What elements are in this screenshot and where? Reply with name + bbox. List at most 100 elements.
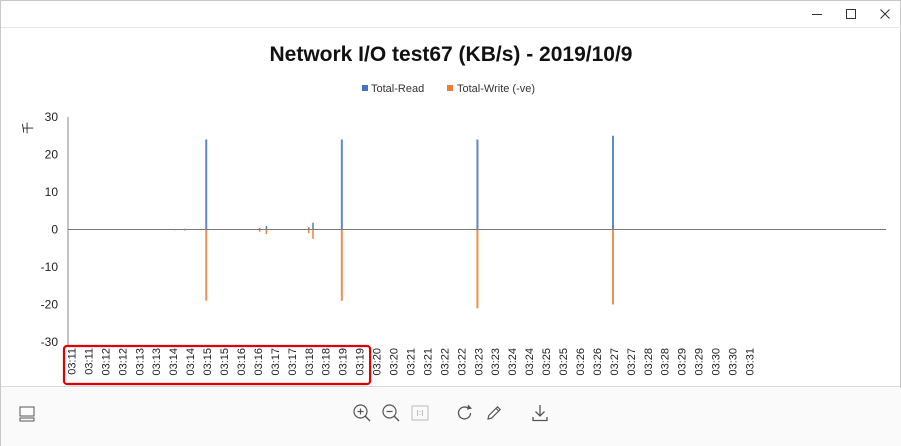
- y-tick-label: -20: [41, 298, 59, 312]
- write-spike: [174, 229, 176, 231]
- download-button[interactable]: [528, 401, 552, 425]
- y-tick-label: 0: [51, 223, 58, 237]
- x-tick-label: 03:31: [744, 348, 756, 376]
- x-tick-label: 03:11: [66, 348, 78, 375]
- zoom-in-button[interactable]: [350, 401, 374, 425]
- x-tick-label: 03:22: [456, 348, 468, 376]
- x-tick-label: 03:16: [253, 348, 265, 376]
- x-tick-label: 03:28: [643, 348, 655, 376]
- read-spike: [184, 228, 186, 230]
- x-tick-label: 03:23: [473, 348, 485, 376]
- minimize-icon: [812, 14, 822, 15]
- x-tick-label: 03:17: [287, 348, 299, 376]
- legend-label-read: Total-Read: [371, 83, 424, 95]
- chart-title: Network I/O test67 (KB/s) - 2019/10/9: [270, 43, 633, 66]
- zoom-out-icon: [382, 404, 400, 422]
- y-tick-label: 10: [45, 185, 59, 199]
- edit-icon: [487, 405, 502, 420]
- y-tick-label: 20: [45, 148, 59, 162]
- x-tick-label: 03:20: [372, 348, 384, 376]
- read-spike: [265, 226, 268, 230]
- x-tick-label: 03:18: [304, 348, 316, 376]
- actual-size-button: [408, 401, 432, 425]
- x-tick-label: 03:15: [202, 348, 214, 376]
- write-spike: [205, 229, 208, 301]
- x-tick-label: 03:23: [490, 348, 502, 376]
- x-tick-label: 03:27: [609, 348, 621, 376]
- x-tick-label: 03:24: [524, 348, 536, 376]
- highlight-box: [62, 344, 372, 386]
- read-spike: [312, 222, 314, 230]
- legend-swatch-write: [447, 85, 453, 91]
- y-tick-label: -10: [41, 260, 59, 274]
- maximize-button[interactable]: [834, 1, 868, 27]
- x-tick-label: 03:24: [507, 348, 519, 376]
- actual-size-icon: [411, 405, 429, 421]
- read-spike: [340, 139, 343, 230]
- x-tick-label: 03:13: [151, 348, 163, 376]
- layout-icon: [19, 406, 35, 422]
- legend-label-write: Total-Write (-ve): [457, 83, 535, 95]
- write-spike: [307, 229, 310, 234]
- x-tick-label: 03:18: [321, 348, 333, 376]
- legend: Total-Read Total-Write (-ve): [362, 83, 535, 95]
- read-spike: [612, 135, 615, 230]
- x-tick-label: 03:25: [541, 348, 553, 376]
- x-tick-label: 03:28: [660, 348, 672, 376]
- x-tick-label: 03:11: [83, 348, 95, 375]
- write-spike: [312, 229, 314, 239]
- x-tick-label: 03:30: [711, 348, 723, 376]
- close-button[interactable]: [868, 1, 901, 27]
- read-spike: [307, 227, 310, 230]
- rotate-icon: [457, 404, 472, 420]
- x-tick-label: 03:19: [355, 348, 367, 376]
- x-tick-label: 03:19: [338, 348, 350, 376]
- title-bar: [1, 1, 901, 27]
- y-tick-label: 30: [45, 110, 59, 124]
- x-tick-label: 03:21: [405, 348, 417, 376]
- rotate-button[interactable]: [453, 401, 477, 425]
- x-tick-label: 03:16: [236, 348, 248, 376]
- layout-button[interactable]: [15, 402, 39, 426]
- x-tick-label: 03:12: [100, 348, 112, 376]
- read-spike: [476, 139, 479, 230]
- x-tick-label: 03:14: [185, 348, 197, 376]
- read-spike: [258, 228, 261, 230]
- write-spike: [612, 229, 615, 305]
- chart-container: Network I/O test67 (KB/s) - 2019/10/9 To…: [1, 27, 901, 387]
- read-spike: [205, 139, 208, 230]
- y-unit-label: 千: [21, 122, 35, 134]
- x-tick-label: 03:25: [558, 348, 570, 376]
- y-tick-label: -30: [41, 335, 59, 349]
- x-tick-label: 03:26: [592, 348, 604, 376]
- close-icon: [880, 9, 890, 19]
- x-tick-label: 03:22: [439, 348, 451, 376]
- x-tick-label: 03:27: [626, 348, 638, 376]
- x-tick-label: 03:20: [389, 348, 401, 376]
- zoom-in-icon: [353, 404, 371, 422]
- minimize-button[interactable]: [800, 1, 834, 27]
- x-tick-label: 03:29: [677, 348, 689, 376]
- edit-button[interactable]: [482, 401, 506, 425]
- legend-swatch-read: [362, 85, 368, 91]
- write-spike: [476, 229, 479, 309]
- x-tick-label: 03:12: [117, 348, 129, 376]
- x-tick-label: 03:13: [134, 348, 146, 376]
- x-tick-label: 03:17: [270, 348, 282, 376]
- x-tick-label: 03:26: [575, 348, 587, 376]
- write-spike: [258, 229, 261, 232]
- x-tick-label: 03:14: [168, 348, 180, 376]
- write-spike: [340, 229, 343, 301]
- x-tick-label: 03:29: [694, 348, 706, 376]
- network-io-chart: Network I/O test67 (KB/s) - 2019/10/9 To…: [21, 43, 886, 386]
- download-icon: [532, 405, 548, 422]
- zoom-out-button[interactable]: [379, 401, 403, 425]
- x-tick-label: 03:15: [219, 348, 231, 376]
- bottom-toolbar: [1, 388, 901, 446]
- write-spike: [184, 229, 186, 231]
- maximize-icon: [846, 9, 856, 19]
- x-tick-label: 03:21: [422, 348, 434, 376]
- write-spike: [265, 229, 268, 234]
- x-tick-label: 03:30: [728, 348, 740, 376]
